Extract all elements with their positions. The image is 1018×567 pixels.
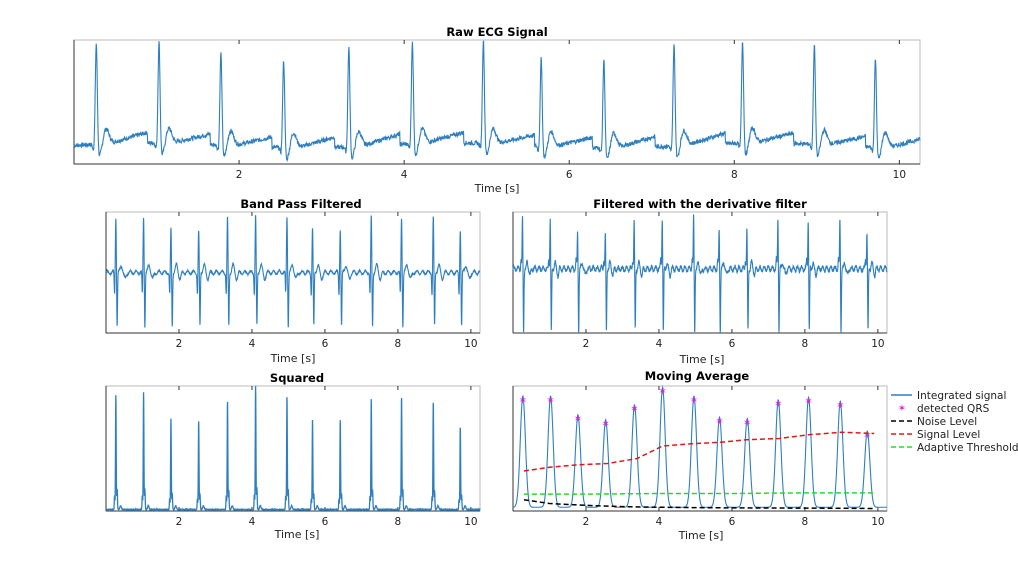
qrs-marker: ✶ [836,400,844,411]
movavg-xtick-label: 4 [656,516,663,528]
squared-xlabel: Time [s] [274,528,320,541]
qrs-marker: ✶ [774,399,782,410]
raw-ecg-panel: Raw ECG Signal Time [s] 2 4 6 8 10 [73,25,921,195]
bandpass-panel: Band Pass Filtered Time [s] 2 4 6 8 10 [105,197,481,365]
bandpass-xtick-label: 10 [464,338,477,350]
derivative-xtick-label: 8 [802,338,809,350]
squared-xtick-label: 8 [395,516,402,528]
bandpass-xlabel: Time [s] [270,352,316,365]
bandpass-xtick-label: 6 [322,338,329,350]
derivative-xtick-label: 2 [583,338,590,350]
raw-xtick-label: 6 [566,169,573,181]
derivative-xlabel: Time [s] [679,353,725,366]
squared-xtick-label: 6 [322,516,329,528]
squared-xtick-label: 10 [464,516,477,528]
raw-signal-line [73,40,921,163]
movavg-xtick-label: 8 [802,516,809,528]
raw-xtick-label: 2 [236,169,243,181]
movavg-xtick-label: 6 [729,516,736,528]
qrs-marker: ✶ [519,395,527,406]
qrs-marker: ✶ [546,395,554,406]
movavg-signal-line [512,385,887,508]
raw-xtick-label: 4 [401,169,408,181]
legend-entry: detected QRS [917,403,990,415]
bandpass-signal-line [105,215,481,328]
raw-xtick-label: 10 [893,169,906,181]
derivative-signal-line [512,214,888,334]
movavg-xlabel: Time [s] [678,529,724,542]
derivative-panel: Filtered with the derivative filter Time… [512,197,888,366]
movavg-xtick-label: 2 [583,516,590,528]
qrs-marker: ✶ [715,417,723,428]
derivative-xtick-label: 6 [729,338,736,350]
raw-ecg-xlabel: Time [s] [474,182,520,195]
noise-level-line [523,499,875,510]
squared-title: Squared [270,371,324,385]
qrs-marker: ✶ [574,414,582,425]
bandpass-xtick-label: 4 [249,338,256,350]
squared-signal-line [105,385,481,512]
legend-entry: Integrated signal [917,390,1006,402]
qrs-marker: ✶ [804,397,812,408]
adaptive-threshold-line [523,492,875,495]
signal-level-line [523,431,875,472]
qrs-marker: ✶ [743,418,751,429]
derivative-xtick-label: 4 [656,338,663,350]
bandpass-xtick-label: 8 [395,338,402,350]
qrs-marker: ✶ [630,404,638,415]
bandpass-xtick-label: 2 [176,338,183,350]
raw-xtick-label: 8 [731,169,738,181]
movavg-xtick-label: 10 [871,516,884,528]
legend-box [890,387,1014,453]
legend-marker-qrs: ✶ [898,404,906,415]
derivative-title: Filtered with the derivative filter [593,197,807,211]
qrs-marker: ✶ [863,430,871,441]
legend-entry: Adaptive Threshold [917,442,1018,454]
qrs-marker: ✶ [601,419,609,430]
legend-entry: Noise Level [917,416,977,428]
derivative-xtick-label: 10 [871,338,884,350]
qrs-marker: ✶ [658,387,666,398]
squared-xtick-label: 4 [249,516,256,528]
squared-xtick-label: 2 [176,516,183,528]
bandpass-title: Band Pass Filtered [240,197,361,211]
moving-average-panel: Moving Average Time [s] 2 4 6 8 10 ✶ ✶ ✶ ✶ ✶ ✶ ✶ ✶ ✶ ✶… [512,369,888,542]
qrs-marker: ✶ [690,395,698,406]
raw-ecg-title: Raw ECG Signal [446,25,547,39]
squared-panel: Squared Time [s] 2 4 6 8 10 [105,371,481,541]
legend-entry: Signal Level [917,429,980,441]
movavg-title: Moving Average [645,369,750,383]
